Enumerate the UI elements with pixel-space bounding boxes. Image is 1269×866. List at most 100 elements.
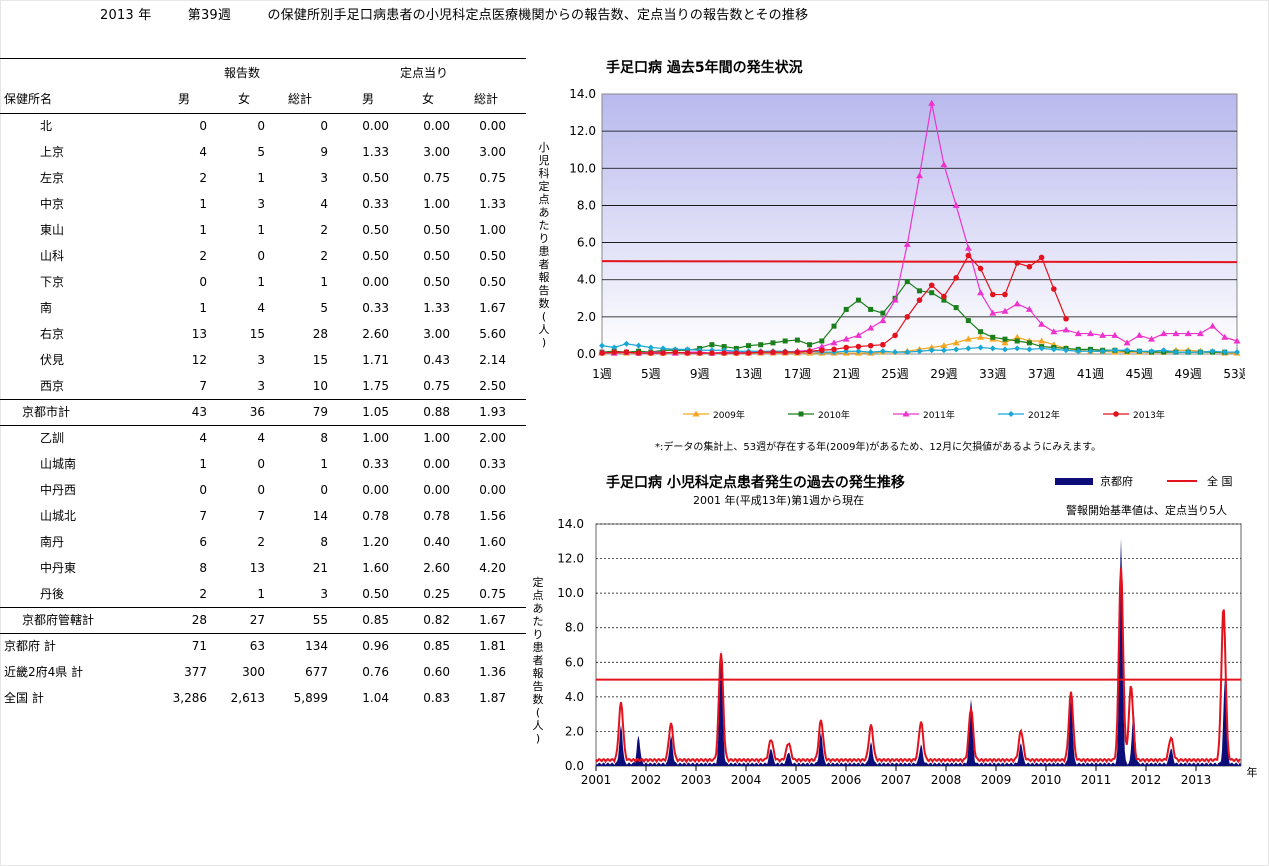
table-row: 近畿2府4県 計 377 300 677 0.76 0.60 1.36 xyxy=(0,659,526,685)
row-value: 1 xyxy=(257,275,265,289)
chart1-point xyxy=(672,349,679,355)
table-row: 上京 4 5 9 1.33 3.00 3.00 xyxy=(0,139,526,165)
row-value: 2.00 xyxy=(479,431,506,445)
row-value: 1.05 xyxy=(362,405,389,419)
chart1-xtick-label: 33週 xyxy=(979,367,1006,381)
chart1-point xyxy=(1184,330,1192,337)
chart1-point xyxy=(855,297,861,303)
chart1-point xyxy=(648,350,654,356)
chart1-point xyxy=(989,291,996,298)
row-value: 5.60 xyxy=(479,327,506,341)
row-name: 京都府管轄計 xyxy=(22,613,95,627)
chart1-point xyxy=(635,350,642,356)
chart1-point xyxy=(599,350,605,356)
chart1-point xyxy=(1160,330,1168,337)
chart2-xtick-label: 2012 xyxy=(1131,773,1162,787)
chart1-legend-marker xyxy=(1008,411,1014,417)
row-value: 0.50 xyxy=(423,275,450,289)
row-value: 3 xyxy=(257,353,265,367)
chart1-point xyxy=(745,350,752,356)
row-value: 0.78 xyxy=(362,509,389,523)
chart2-ytick-label: 0.0 xyxy=(565,759,584,773)
chart1-point xyxy=(782,349,788,355)
row-value: 0.50 xyxy=(362,587,389,601)
chart1-point xyxy=(1063,315,1069,322)
chart1-threshold-line xyxy=(601,260,1238,264)
table-section-rule xyxy=(0,633,526,634)
row-value: 0.76 xyxy=(362,665,389,679)
row-value: 13 xyxy=(191,327,207,341)
table-header-rule xyxy=(0,113,526,114)
row-name: 山城南 xyxy=(40,457,77,471)
row-name: 山科 xyxy=(40,249,65,263)
row-name: 右京 xyxy=(40,327,65,341)
row-value: 12 xyxy=(191,353,207,367)
row-value: 1.60 xyxy=(479,535,506,549)
row-name: 西京 xyxy=(40,379,65,393)
chart1-point xyxy=(904,349,911,356)
table-top-rule xyxy=(0,58,526,59)
row-value: 0.00 xyxy=(423,457,450,471)
row-value: 1.60 xyxy=(362,561,389,575)
chart1-point xyxy=(867,324,875,331)
row-value: 0.00 xyxy=(362,483,389,497)
row-value: 300 xyxy=(242,665,265,679)
row-value: 1 xyxy=(199,223,207,237)
chart1-point xyxy=(1014,338,1020,344)
title-year: 2013 年 xyxy=(100,8,152,23)
chart1-point xyxy=(1038,320,1046,327)
table-row: 山城北 7 7 14 0.78 0.78 1.56 xyxy=(0,503,526,529)
chart1-point xyxy=(964,335,972,342)
chart2-xtick-label: 2011 xyxy=(1081,773,1112,787)
row-value: 3.00 xyxy=(423,145,450,159)
chart1-point xyxy=(977,265,984,272)
chart1-point xyxy=(965,252,972,259)
row-value: 0.50 xyxy=(479,275,506,289)
chart1-point xyxy=(941,297,947,303)
row-value: 8 xyxy=(320,431,328,445)
table-row: 中丹東 8 13 21 1.60 2.60 4.20 xyxy=(0,555,526,581)
chart1-point xyxy=(965,345,972,352)
row-value: 2.60 xyxy=(423,561,450,575)
row-value: 0.96 xyxy=(362,639,389,653)
row-value: 0.33 xyxy=(362,301,389,315)
chart1-point xyxy=(1014,345,1021,352)
chart1-point xyxy=(1086,330,1094,337)
row-value: 1.87 xyxy=(479,691,506,705)
chart1-plot-area xyxy=(601,93,1238,355)
chart1-point xyxy=(978,329,984,335)
chart1-point xyxy=(1025,305,1033,312)
row-value: 0.33 xyxy=(362,197,389,211)
chart1-point xyxy=(1001,339,1009,346)
chart1-point xyxy=(1063,347,1070,354)
chart1-point xyxy=(879,348,886,355)
row-value: 377 xyxy=(184,665,207,679)
chart1-xtick-label: 53週 xyxy=(1223,367,1245,381)
chart2-plot-area xyxy=(595,523,1242,767)
chart1-point xyxy=(733,350,740,356)
row-value: 1.00 xyxy=(362,431,389,445)
row-value: 2.60 xyxy=(362,327,389,341)
chart1-point xyxy=(1197,349,1204,356)
row-name: 乙訓 xyxy=(40,431,65,445)
chart1-point xyxy=(990,334,996,340)
chart1-point xyxy=(1074,330,1082,337)
row-name: 中丹西 xyxy=(40,483,77,497)
table-row: 西京 7 3 10 1.75 0.75 2.50 xyxy=(0,373,526,399)
row-value: 0.50 xyxy=(423,223,450,237)
column-header: 女 xyxy=(422,92,435,106)
chart1-ytick-label: 12.0 xyxy=(569,124,596,138)
chart2-xlabel-suffix: 年 xyxy=(1247,765,1258,779)
row-value: 0 xyxy=(199,483,207,497)
row-name: 東山 xyxy=(40,223,65,237)
row-value: 0.88 xyxy=(423,405,450,419)
row-value: 10 xyxy=(312,379,328,393)
chart1-point xyxy=(1233,337,1241,344)
row-name: 京都府 計 xyxy=(4,639,56,653)
chart1-legend-marker xyxy=(692,410,700,417)
row-value: 0.82 xyxy=(423,613,450,627)
chart1-point xyxy=(1221,349,1228,356)
column-header: 男 xyxy=(362,92,375,106)
chart2-threshold-note: 警報開始基準値は、定点当り5人 xyxy=(1066,504,1227,517)
row-value: 1 xyxy=(199,301,207,315)
